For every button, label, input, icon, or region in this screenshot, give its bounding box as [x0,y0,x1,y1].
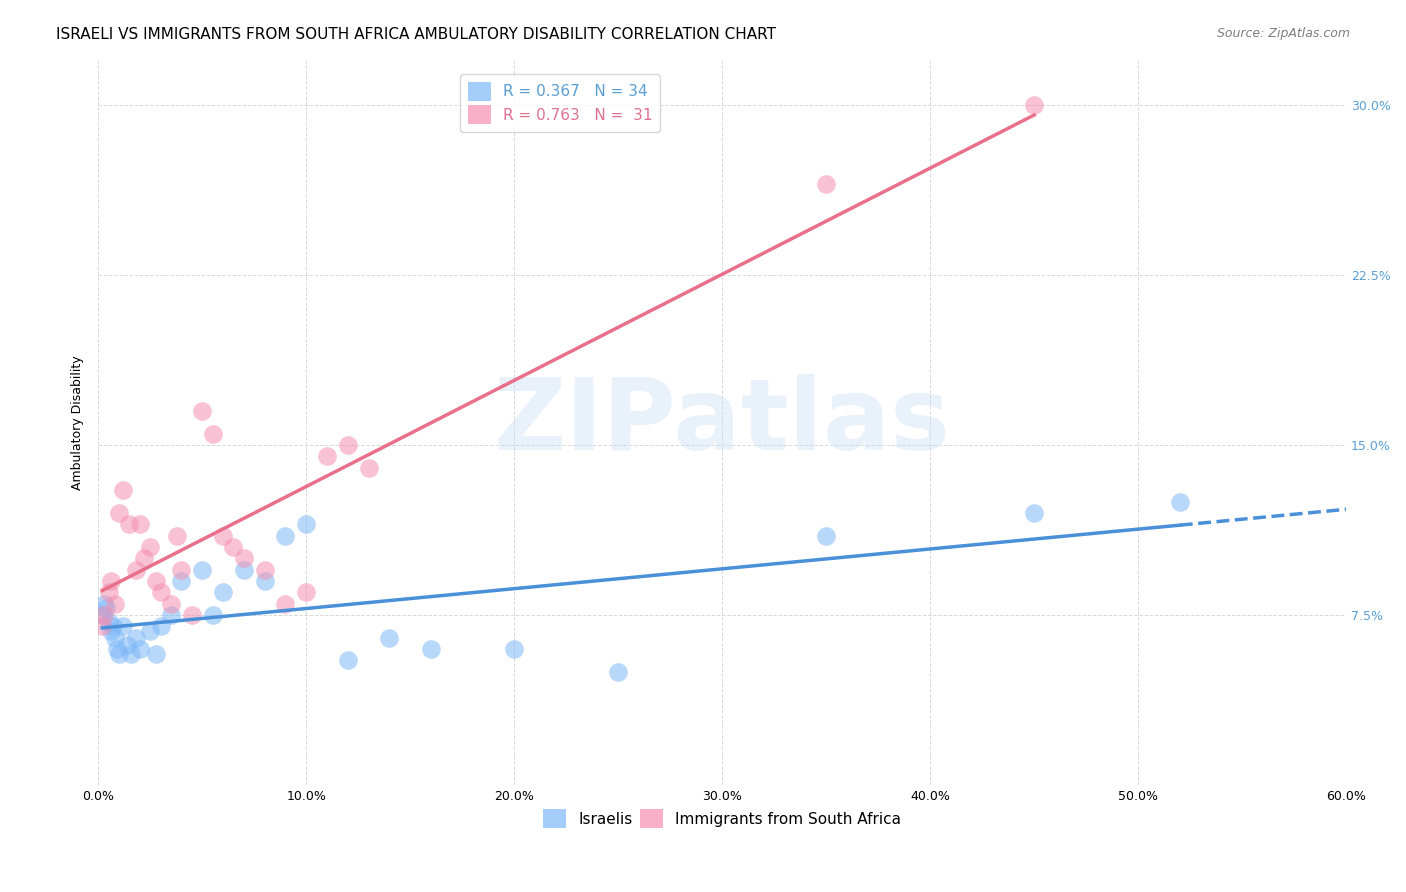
Point [101,619,124,633]
Point [120,647,142,661]
Point [295,517,318,532]
Point [105,642,128,657]
Point [232,563,254,577]
Point [191,563,214,577]
Point [93,597,115,611]
Point [253,563,276,577]
Point [815,178,838,192]
Point [336,653,359,667]
Point [295,585,318,599]
Point [222,540,245,554]
Point [1024,506,1046,520]
Point [191,404,214,418]
Point [357,460,380,475]
Text: ZIPatlas: ZIPatlas [494,374,950,471]
Point [97,585,120,599]
Point [104,631,127,645]
Point [112,619,135,633]
Point [170,574,193,588]
Point [378,631,401,645]
Point [139,624,162,638]
Point [170,563,193,577]
Point [97,615,120,629]
Point [91,608,114,623]
Point [180,608,202,623]
Point [212,529,235,543]
Point [100,624,122,638]
Point [100,574,122,588]
Point [607,665,630,679]
Point [1168,494,1191,508]
Point [166,529,188,543]
Point [108,647,131,661]
Point [112,483,135,498]
Point [160,608,183,623]
Point [104,597,127,611]
Point [274,597,297,611]
Point [93,608,115,623]
Point [253,574,276,588]
Point [118,517,141,532]
Point [160,597,183,611]
Point [1024,98,1046,112]
Point [336,438,359,452]
Point [503,642,526,657]
Point [91,619,114,633]
Point [149,619,172,633]
Point [232,551,254,566]
Point [108,506,131,520]
Point [128,517,150,532]
Point [132,551,155,566]
Point [815,529,838,543]
Point [128,642,150,657]
Point [124,563,146,577]
Point [201,426,224,441]
Legend: Israelis, Immigrants from South Africa: Israelis, Immigrants from South Africa [536,802,908,836]
Point [117,638,139,652]
Text: Source: ZipAtlas.com: Source: ZipAtlas.com [1216,27,1350,40]
Point [274,529,297,543]
Point [212,585,235,599]
Point [96,601,118,615]
Text: ISRAELI VS IMMIGRANTS FROM SOUTH AFRICA AMBULATORY DISABILITY CORRELATION CHART: ISRAELI VS IMMIGRANTS FROM SOUTH AFRICA … [56,27,776,42]
Point [149,585,172,599]
Point [145,574,167,588]
Point [420,642,443,657]
Point [201,608,224,623]
Point [316,450,339,464]
Point [139,540,162,554]
Point [124,631,146,645]
Y-axis label: Ambulatory Disability: Ambulatory Disability [72,355,84,490]
Point [145,647,167,661]
